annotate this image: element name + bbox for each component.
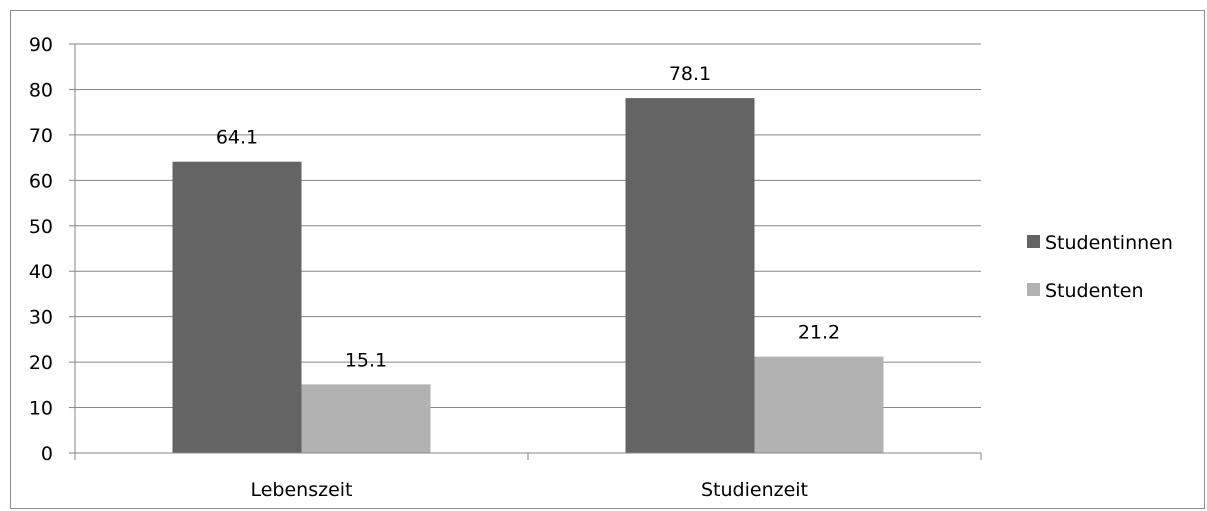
x-tick-label: Lebenszeit	[250, 479, 352, 501]
y-tick-label: 30	[29, 307, 53, 329]
y-tick-label: 50	[29, 216, 53, 238]
y-tick-label: 60	[29, 170, 53, 192]
legend-label: Studentinnen	[1045, 232, 1173, 254]
y-tick-label: 10	[29, 398, 53, 420]
bar-studentinnen-studienzeit	[625, 98, 755, 453]
x-axis: Lebenszeit Studienzeit	[74, 452, 982, 501]
bar-studenten-studienzeit	[754, 356, 884, 453]
data-labels: 64.1 15.1 78.1 21.2	[216, 63, 840, 371]
y-tick-label: 20	[29, 352, 53, 374]
y-tick-label: 40	[29, 261, 53, 283]
y-tick-label: 80	[29, 79, 53, 101]
data-label: 78.1	[669, 63, 711, 85]
y-tick-label: 90	[29, 34, 53, 56]
legend: Studentinnen Studenten	[1027, 232, 1173, 302]
data-label: 21.2	[798, 322, 840, 344]
bar-studentinnen-lebenszeit	[172, 161, 302, 453]
y-tick-label: 0	[41, 443, 53, 465]
y-axis-ticks: 0 10 20 30 40 50 60 70 80 90	[29, 34, 76, 465]
y-tick-label: 70	[29, 125, 53, 147]
legend-swatch	[1027, 235, 1040, 248]
data-label: 64.1	[216, 127, 258, 149]
data-label: 15.1	[345, 349, 387, 371]
bars	[172, 98, 884, 453]
bar-studenten-lebenszeit	[301, 384, 431, 453]
legend-label: Studenten	[1045, 280, 1144, 302]
x-tick-label: Studienzeit	[701, 479, 808, 501]
legend-swatch	[1027, 283, 1040, 296]
